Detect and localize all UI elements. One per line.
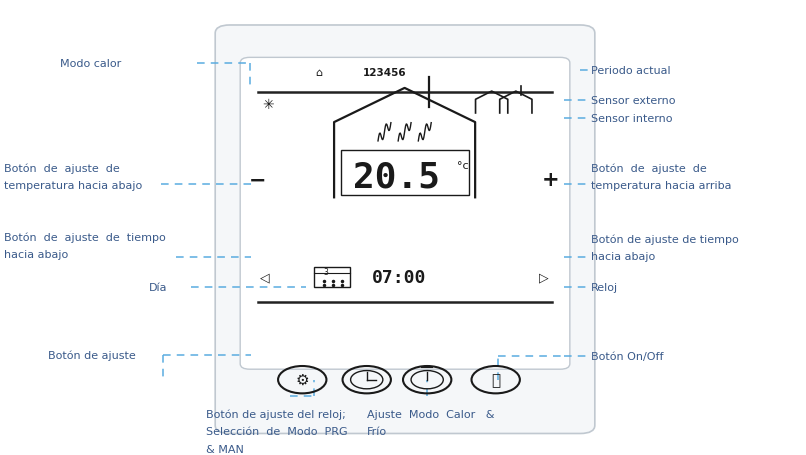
Text: ⌂: ⌂ [315, 68, 322, 78]
FancyBboxPatch shape [215, 26, 595, 434]
Text: Día: Día [149, 283, 168, 293]
Text: ▷: ▷ [539, 271, 549, 284]
Text: 20.5: 20.5 [353, 161, 440, 194]
Text: Sensor externo: Sensor externo [591, 96, 675, 106]
Text: Botón de ajuste de tiempo: Botón de ajuste de tiempo [591, 234, 738, 244]
Text: temperatura hacia arriba: temperatura hacia arriba [591, 181, 731, 191]
Text: temperatura hacia abajo: temperatura hacia abajo [4, 181, 143, 191]
Text: 07:00: 07:00 [372, 268, 426, 287]
Text: hacia abajo: hacia abajo [4, 249, 69, 259]
Text: & MAN: & MAN [206, 444, 243, 454]
Text: 3: 3 [323, 268, 328, 277]
Text: Ajuste  Modo  Calor   &: Ajuste Modo Calor & [367, 409, 494, 419]
Text: hacia abajo: hacia abajo [591, 252, 655, 262]
Text: Modo calor: Modo calor [60, 59, 122, 69]
FancyBboxPatch shape [314, 268, 350, 288]
FancyBboxPatch shape [240, 58, 570, 369]
Text: −: − [249, 170, 267, 190]
Text: Selección  de  Modo  PRG: Selección de Modo PRG [206, 426, 347, 436]
Bar [340, 151, 468, 196]
Text: ⏻: ⏻ [491, 372, 501, 387]
Text: Botón  de  ajuste  de  tiempo: Botón de ajuste de tiempo [4, 232, 166, 242]
Text: Botón de ajuste del reloj;: Botón de ajuste del reloj; [206, 409, 345, 419]
Text: ⚙: ⚙ [296, 372, 309, 387]
Text: Botón  de  ajuste  de: Botón de ajuste de [4, 163, 120, 174]
Text: +: + [542, 170, 559, 190]
Text: ✳: ✳ [263, 98, 274, 111]
Text: ◁: ◁ [260, 271, 269, 284]
Text: Sensor interno: Sensor interno [591, 113, 672, 123]
Text: Botón On/Off: Botón On/Off [591, 351, 663, 361]
Text: Botón  de  ajuste  de: Botón de ajuste de [591, 163, 707, 174]
Text: 123456: 123456 [363, 68, 406, 78]
Text: Reloj: Reloj [591, 283, 618, 293]
Text: Frío: Frío [367, 426, 387, 436]
Text: Botón de ajuste: Botón de ajuste [48, 349, 136, 360]
Text: Periodo actual: Periodo actual [591, 66, 671, 76]
Text: °c: °c [457, 161, 468, 171]
